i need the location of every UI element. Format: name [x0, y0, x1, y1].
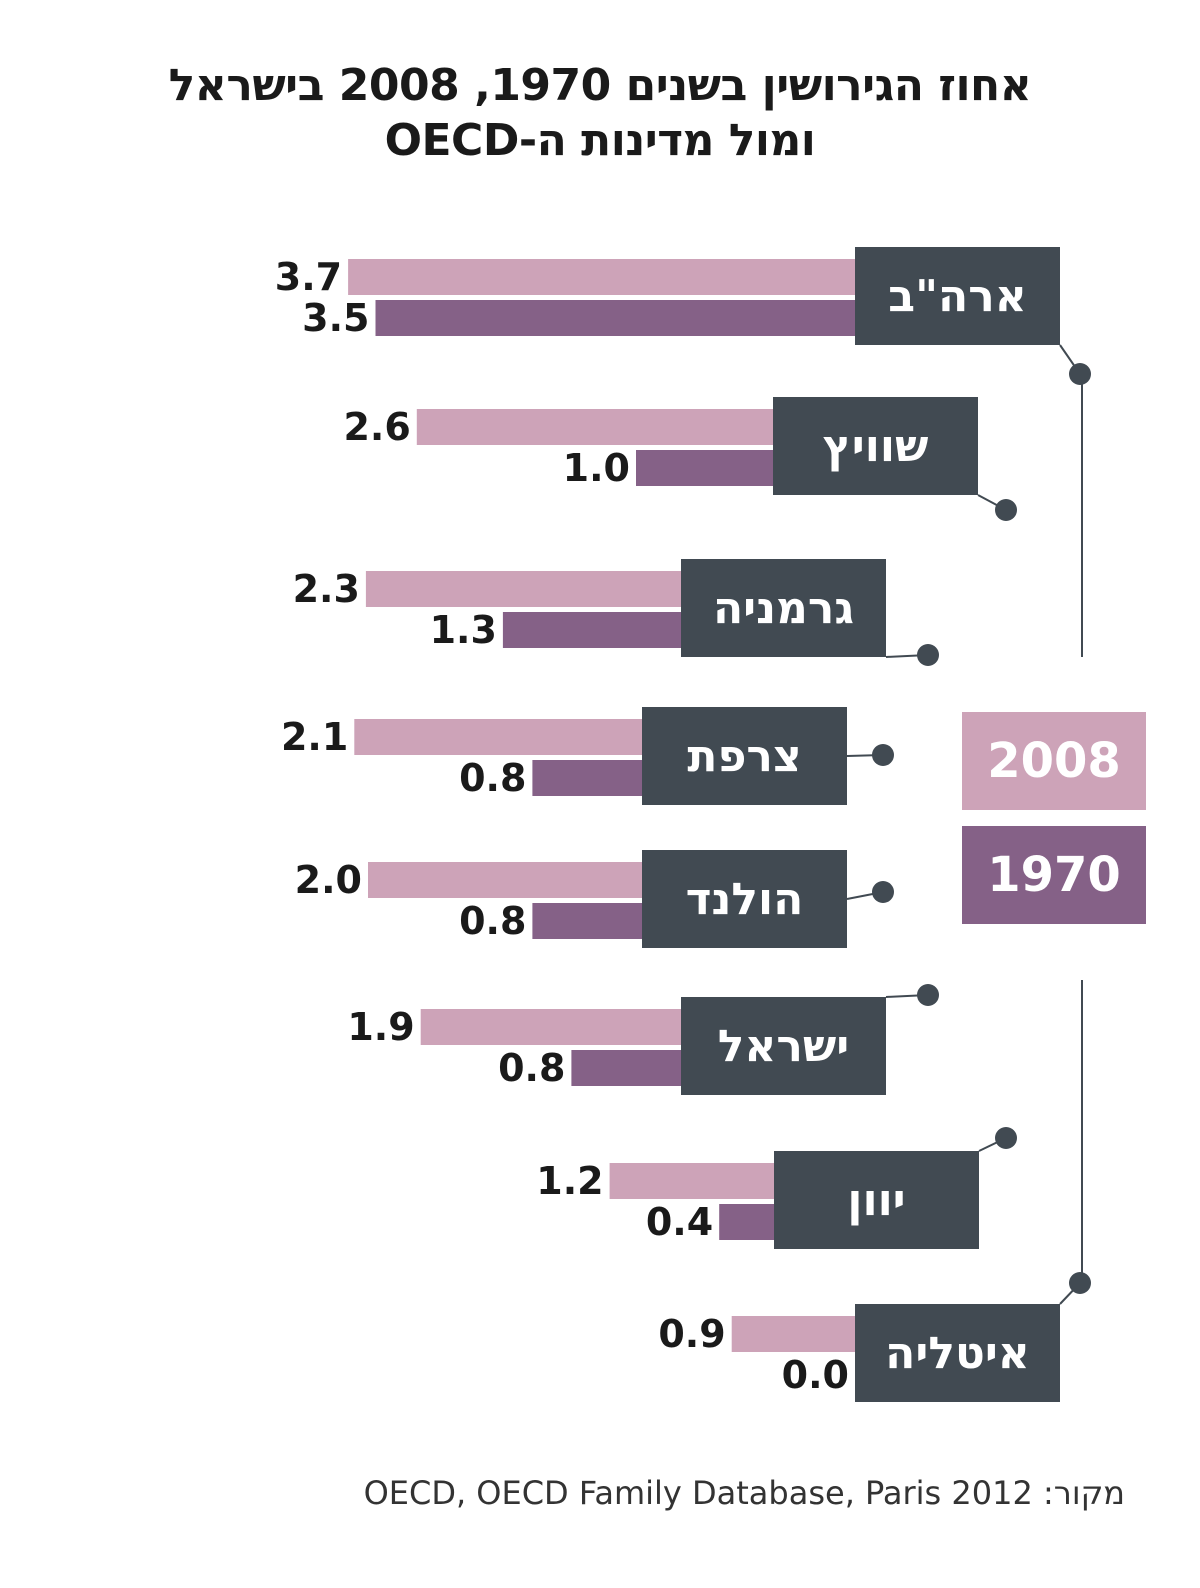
country-box-1 — [773, 397, 978, 495]
value-label-1970-4: 0.8 — [459, 899, 526, 943]
bar-1970-6 — [719, 1204, 774, 1240]
bar-2008-0 — [348, 259, 855, 295]
country-label-5: ישראל — [718, 1021, 849, 1072]
country-box-0 — [855, 247, 1060, 345]
value-label-2008-5: 1.9 — [347, 1005, 414, 1049]
value-label-2008-4: 2.0 — [295, 858, 362, 902]
connector-dot-3 — [872, 744, 894, 766]
bar-2008-7 — [731, 1316, 855, 1352]
value-label-2008-6: 1.2 — [536, 1159, 603, 1203]
bar-2008-5 — [420, 1009, 681, 1045]
bar-1970-3 — [532, 760, 642, 796]
bar-2008-4 — [368, 862, 642, 898]
value-label-1970-2: 1.3 — [430, 608, 497, 652]
country-label-0: ארה"ב — [888, 271, 1027, 322]
bar-1970-5 — [571, 1050, 681, 1086]
legend-label-1970: 1970 — [987, 847, 1121, 903]
source-note: OECD, OECD Family Database, Paris 2012 :… — [363, 1474, 1125, 1512]
chart-title-line-1: אחוז הגירושין בשנים 1970, 2008 בישראל — [168, 60, 1032, 111]
connector-dot-5 — [917, 984, 939, 1006]
legend-label-2008: 2008 — [987, 733, 1121, 789]
country-box-6 — [774, 1151, 979, 1249]
value-label-1970-0: 3.5 — [302, 296, 369, 340]
country-box-4 — [642, 850, 847, 948]
legend-item-1970: 1970 — [962, 826, 1146, 924]
country-label-3: צרפת — [687, 731, 801, 782]
bar-2008-1 — [416, 409, 773, 445]
connector-dot-2 — [917, 644, 939, 666]
value-label-2008-0: 3.7 — [275, 255, 342, 299]
bar-2008-2 — [365, 571, 681, 607]
value-label-2008-3: 2.1 — [281, 715, 348, 759]
value-label-1970-5: 0.8 — [498, 1046, 565, 1090]
connector-dot-6 — [995, 1127, 1017, 1149]
bar-2008-3 — [354, 719, 642, 755]
country-box-2 — [681, 559, 886, 657]
country-box-3 — [642, 707, 847, 805]
connector-dot-0 — [1069, 363, 1091, 385]
value-label-1970-3: 0.8 — [459, 756, 526, 800]
country-label-1: שוויץ — [823, 421, 929, 472]
country-label-2: גרמניה — [713, 583, 854, 634]
value-label-1970-1: 1.0 — [563, 446, 630, 490]
bar-1970-0 — [375, 300, 855, 336]
country-label-6: יוון — [847, 1175, 905, 1226]
bar-1970-1 — [636, 450, 773, 486]
country-box-7 — [855, 1304, 1060, 1402]
country-label-7: איטליה — [885, 1328, 1030, 1379]
bar-1970-2 — [502, 612, 681, 648]
value-label-2008-2: 2.3 — [293, 567, 360, 611]
country-label-4: הולנד — [686, 874, 804, 925]
value-label-1970-6: 0.4 — [646, 1200, 713, 1244]
value-label-2008-1: 2.6 — [343, 405, 410, 449]
bar-1970-4 — [532, 903, 642, 939]
value-label-2008-7: 0.9 — [658, 1312, 725, 1356]
bar-2008-6 — [609, 1163, 774, 1199]
value-label-1970-7: 0.0 — [782, 1353, 849, 1397]
connector-dot-1 — [995, 499, 1017, 521]
chart-title-line-2: ומול מדינות ה-OECD — [384, 115, 816, 166]
country-box-5 — [681, 997, 886, 1095]
connector-dot-4 — [872, 881, 894, 903]
legend-item-2008: 2008 — [962, 712, 1146, 810]
connector-dot-7 — [1069, 1272, 1091, 1294]
